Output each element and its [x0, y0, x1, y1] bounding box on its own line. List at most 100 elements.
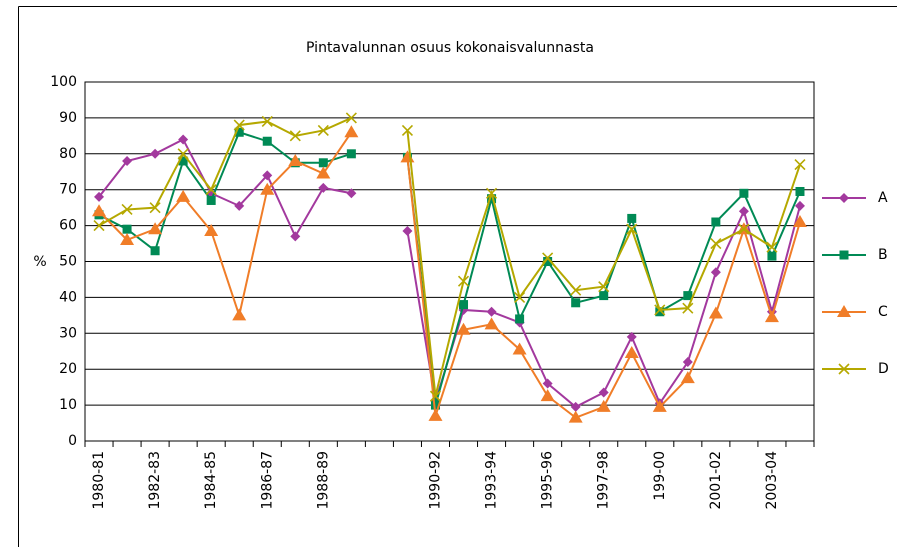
- data-point: [514, 291, 526, 303]
- data-point: [652, 399, 667, 412]
- data-point: [262, 136, 272, 146]
- x-tick-label: 1990-92: [427, 451, 443, 510]
- data-point: [317, 124, 329, 137]
- data-point: [150, 148, 161, 159]
- data-point: [401, 124, 414, 137]
- data-point: [457, 275, 470, 287]
- data-point: [570, 401, 581, 412]
- chart-title: Pintavalunnan osuus kokonaisvalunnasta: [306, 40, 594, 56]
- data-point: [624, 346, 639, 359]
- data-point: [795, 186, 805, 196]
- data-point: [233, 119, 245, 131]
- data-point: [429, 390, 442, 402]
- data-point: [708, 306, 723, 319]
- data-point: [94, 191, 105, 202]
- data-point: [122, 224, 132, 234]
- x-tick-label: 199-00: [652, 451, 668, 501]
- data-point: [766, 241, 778, 253]
- data-point: [710, 237, 722, 250]
- y-tick-label: 60: [59, 218, 77, 234]
- y-tick-label: 10: [59, 397, 77, 413]
- legend-label: D: [878, 361, 889, 377]
- data-point: [542, 252, 554, 264]
- y-tick-label: 80: [59, 146, 77, 162]
- data-point: [318, 182, 329, 193]
- x-tick-label: 2003-04: [764, 451, 780, 510]
- data-point: [485, 187, 498, 199]
- data-point: [682, 357, 693, 368]
- data-point: [260, 182, 275, 195]
- data-point: [400, 150, 415, 163]
- data-point: [486, 306, 497, 317]
- data-point: [316, 166, 331, 179]
- y-axis-label: %: [33, 254, 46, 270]
- data-point: [571, 298, 581, 308]
- data-point: [543, 257, 553, 266]
- legend-marker: [839, 250, 849, 260]
- data-point: [430, 400, 440, 410]
- data-point: [542, 378, 553, 389]
- data-point: [599, 291, 609, 301]
- data-point: [204, 223, 219, 236]
- data-point: [149, 202, 161, 214]
- y-tick-label: 0: [68, 433, 77, 449]
- data-point: [346, 188, 357, 199]
- data-point: [738, 206, 749, 217]
- data-point: [487, 194, 497, 204]
- data-point: [345, 112, 357, 124]
- x-tick-label: 1982-83: [147, 451, 163, 510]
- data-point: [288, 153, 303, 166]
- legend-label: A: [878, 190, 888, 206]
- data-point: [177, 148, 189, 160]
- data-point: [232, 308, 247, 321]
- data-point: [512, 342, 527, 355]
- data-point: [682, 302, 694, 314]
- x-tick-label: 1993-94: [484, 451, 500, 510]
- data-point: [120, 232, 135, 245]
- data-point: [654, 304, 666, 316]
- data-point: [598, 387, 609, 398]
- data-point: [234, 200, 245, 211]
- data-point: [122, 155, 133, 166]
- data-point: [456, 322, 471, 335]
- data-point: [598, 281, 610, 293]
- data-point: [596, 399, 611, 412]
- data-point: [178, 134, 189, 145]
- y-tick-label: 70: [59, 182, 77, 198]
- legend-marker: [837, 305, 851, 317]
- data-point: [290, 231, 301, 242]
- data-point: [794, 159, 806, 171]
- y-tick-label: 90: [59, 110, 77, 126]
- data-point: [683, 291, 693, 301]
- data-point: [792, 215, 807, 228]
- data-point: [346, 149, 356, 159]
- data-point: [626, 331, 637, 342]
- data-point: [710, 267, 721, 278]
- x-tick-label: 1984-85: [203, 451, 219, 510]
- legend-label: C: [878, 304, 888, 320]
- data-point: [176, 189, 191, 202]
- x-tick-label: 1980-81: [91, 451, 107, 510]
- data-point: [93, 220, 105, 232]
- data-point: [484, 317, 499, 330]
- data-point: [680, 371, 695, 384]
- data-point: [540, 389, 555, 402]
- y-tick-label: 30: [59, 325, 77, 341]
- data-point: [318, 158, 328, 168]
- data-point: [178, 156, 188, 166]
- data-point: [344, 125, 359, 138]
- y-tick-label: 50: [59, 254, 77, 270]
- legend-label: B: [878, 247, 888, 263]
- data-point: [459, 300, 469, 310]
- y-tick-label: 20: [59, 361, 77, 377]
- data-point: [234, 127, 244, 137]
- data-point: [739, 188, 749, 198]
- data-point: [402, 225, 413, 236]
- data-point: [206, 195, 216, 205]
- legend-marker: [839, 193, 849, 203]
- data-point: [655, 307, 665, 317]
- data-point: [261, 115, 273, 128]
- data-point: [262, 170, 273, 181]
- x-tick-label: 1986-87: [259, 451, 275, 510]
